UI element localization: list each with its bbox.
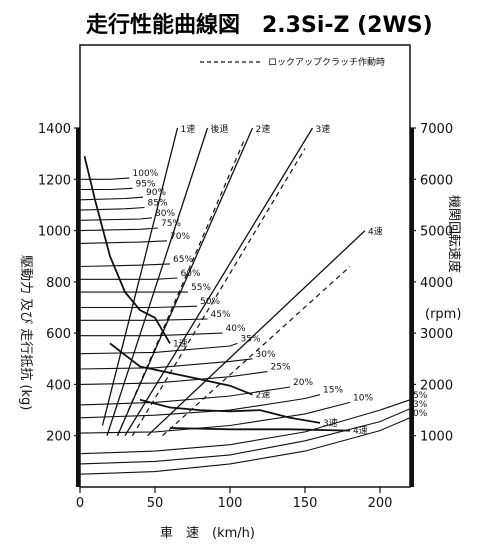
curves [79, 127, 411, 475]
resistance-line [79, 263, 171, 268]
resistance-label: 45% [211, 310, 231, 320]
resistance-label: 60% [181, 269, 201, 279]
y-right-tick-label: 6000 [420, 173, 453, 188]
x-tick-label: 50 [147, 496, 164, 511]
chart-title: 走行性能曲線図 2.3Si-Z (2WS) [86, 12, 433, 38]
resistance-label: 10% [353, 393, 373, 403]
resistance-label: 35% [241, 334, 261, 344]
drive-force-label: 2速 [256, 390, 271, 401]
y-axis-right-label: 機関回転速度 [446, 195, 462, 273]
y-axis-right-unit: (rpm) [425, 307, 461, 322]
resistance-line [79, 408, 411, 465]
resistance-label: 40% [226, 324, 246, 334]
x-tick-label: 200 [368, 496, 393, 511]
y-axis-left-label: 駆動力 及び 走行抵抗 (kg) [18, 255, 33, 410]
rpm-line [147, 230, 366, 437]
resistance-line [79, 240, 168, 244]
resistance-line [79, 394, 321, 419]
rpm-line-label: 3速 [316, 124, 331, 135]
resistance-label: 70% [170, 232, 190, 242]
resistance-line [79, 196, 144, 201]
series-labels: 0%3%5% 10% 15% 20%25% 30% 35%40% 45% 50% 55% 60% 6… [133, 123, 428, 437]
rpm-line-label: 4速 [368, 227, 383, 238]
resistance-line [80, 332, 223, 337]
resistance-line [80, 277, 178, 280]
resistance-line [79, 206, 145, 211]
rpm-line-label: 2速 [256, 124, 271, 135]
resistance-label: 75% [161, 219, 181, 229]
legend-text: ロックアップクラッチ作動時 [268, 56, 385, 68]
resistance-line [80, 177, 130, 180]
resistance-label: 5% [413, 391, 428, 401]
resistance-label: 25% [271, 363, 291, 373]
resistance-label: 90% [146, 188, 166, 198]
resistance-label: 95% [136, 179, 156, 189]
y-right-tick-label: 3000 [420, 327, 453, 342]
y-right-tick-label: 2000 [420, 378, 453, 393]
rpm-line [106, 127, 209, 436]
x-tick-label: 100 [218, 496, 243, 511]
y-right-tick-label: 7000 [420, 122, 453, 137]
resistance-label: 30% [256, 350, 276, 360]
resistance-label: 65% [173, 255, 193, 265]
resistance-line [79, 342, 238, 355]
drive-force-curve [83, 155, 171, 344]
y-left-tick-label: 1200 [38, 173, 71, 188]
resistance-label: 20% [293, 378, 313, 388]
resistance-line [79, 227, 159, 232]
resistance-label: 100% [133, 169, 159, 179]
resistance-label: 3% [413, 400, 428, 410]
y-left-tick-label: 600 [46, 327, 71, 342]
resistance-line [80, 318, 208, 321]
y-ticks-right: 1000 2000 3000 4000 5000 6000 7000 [410, 122, 453, 487]
resistance-label: 0% [413, 409, 428, 419]
y-left-tick-label: 400 [46, 378, 71, 393]
y-right-tick-label: 1000 [420, 430, 453, 445]
resistance-label: 15% [323, 386, 343, 396]
y-right-tick-label: 4000 [420, 276, 453, 291]
resistance-label: 80% [155, 209, 175, 219]
y-ticks-left: 200 400 600 800 1000 1200 1400 [38, 122, 80, 487]
y-right-tick-label: 5000 [420, 225, 453, 240]
lockup-rpm-line [131, 148, 306, 437]
resistance-label: 85% [148, 198, 168, 208]
resistance-label: 55% [191, 283, 211, 293]
y-left-tick-label: 1000 [38, 225, 71, 240]
resistance-line [79, 371, 268, 385]
y-left-axis-band [76, 128, 80, 487]
lockup-rpm-line [162, 266, 351, 437]
rpm-line-label: 後退 [211, 123, 229, 135]
y-left-tick-label: 1400 [38, 122, 71, 137]
drive-force-curve [139, 398, 321, 424]
x-tick-label: 0 [76, 496, 84, 511]
x-ticks: 0 50 100 150 200 [76, 487, 393, 511]
drive-force-label: 1速 [173, 338, 188, 349]
y-right-axis-band [410, 128, 414, 487]
resistance-line [80, 305, 198, 309]
resistance-line [79, 399, 411, 455]
plot-frame [79, 44, 411, 488]
resistance-line [80, 187, 133, 191]
rpm-line [101, 127, 179, 426]
x-axis-label: 車 速 (km/h) [160, 526, 255, 541]
drive-force-curve [109, 342, 253, 396]
drive-force-label: 4速 [353, 426, 368, 437]
drive-force-label: 3速 [323, 418, 338, 429]
resistance-line [79, 401, 351, 434]
rpm-line-label: 1速 [181, 124, 196, 135]
resistance-line [79, 217, 153, 221]
drive-force-curve [169, 427, 351, 432]
resistance-line [79, 417, 411, 475]
y-left-tick-label: 200 [46, 430, 71, 445]
rpm-line [124, 127, 314, 437]
x-tick-label: 150 [293, 496, 318, 511]
resistance-label: 50% [200, 297, 220, 307]
y-left-tick-label: 800 [46, 276, 71, 291]
